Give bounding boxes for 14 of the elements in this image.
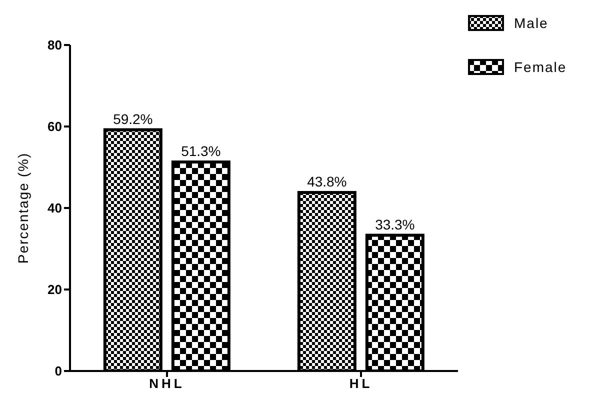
x-tick-label: NHL [149, 376, 185, 392]
data-label: 59.2% [113, 110, 153, 127]
legend-label: Female [514, 59, 567, 75]
y-axis-title: Percentage (%) [14, 152, 31, 264]
y-tick-label: 40 [48, 200, 62, 216]
data-label: 33.3% [375, 216, 415, 232]
y-tick-label: 80 [48, 38, 62, 53]
y-tick-label: 60 [48, 119, 62, 134]
y-tick-label: 0 [54, 364, 62, 379]
data-label: 43.8% [307, 174, 347, 190]
y-tick-label: 20 [48, 282, 62, 298]
x-tick-label: HL [349, 376, 373, 392]
legend-label: Male [514, 15, 548, 31]
data-label: 51.3% [181, 142, 221, 159]
